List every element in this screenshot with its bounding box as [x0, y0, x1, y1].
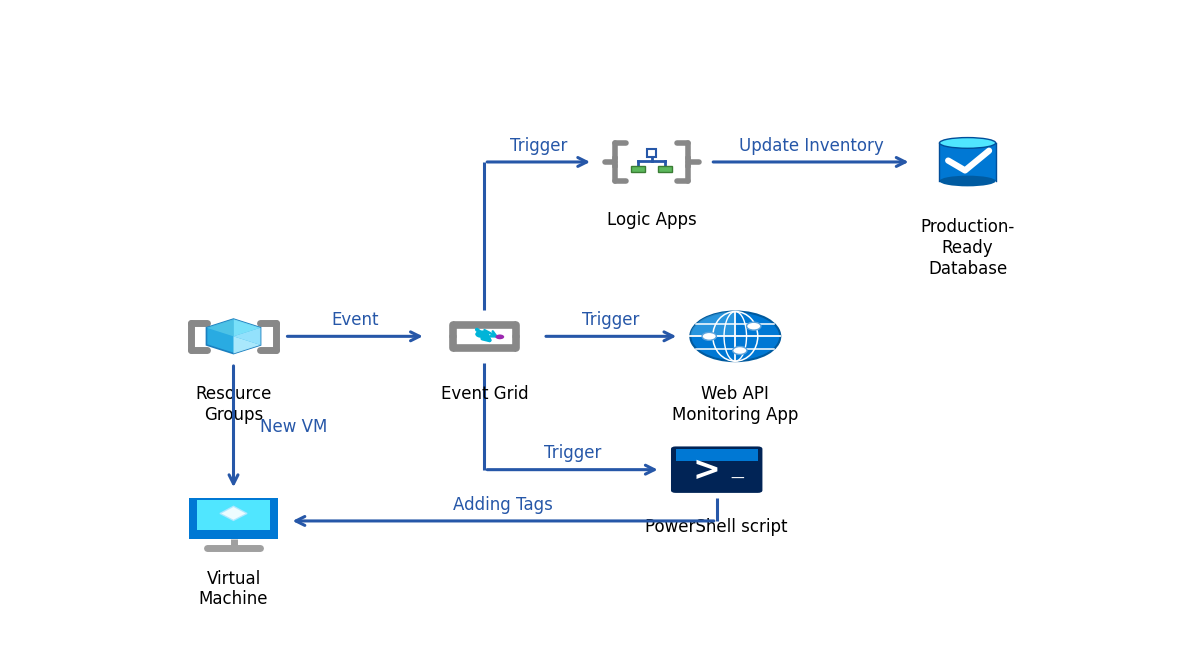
Polygon shape: [234, 336, 260, 354]
Text: Trigger: Trigger: [544, 444, 601, 462]
FancyBboxPatch shape: [188, 498, 278, 539]
Circle shape: [733, 346, 747, 354]
FancyBboxPatch shape: [658, 166, 671, 172]
Text: PowerShell script: PowerShell script: [645, 518, 788, 536]
FancyBboxPatch shape: [646, 149, 657, 157]
Text: New VM: New VM: [260, 418, 327, 436]
Text: >: >: [692, 454, 721, 488]
Text: Trigger: Trigger: [583, 311, 640, 329]
Text: Event: Event: [331, 311, 379, 329]
Text: Resource
Groups: Resource Groups: [195, 385, 272, 424]
Polygon shape: [206, 319, 260, 354]
Circle shape: [475, 330, 489, 338]
Polygon shape: [234, 319, 260, 336]
Text: Virtual
Machine: Virtual Machine: [199, 569, 269, 609]
Ellipse shape: [940, 138, 995, 149]
Circle shape: [495, 334, 505, 339]
Polygon shape: [206, 319, 234, 336]
Text: Logic Apps: Logic Apps: [607, 210, 697, 228]
Text: Update Inventory: Update Inventory: [739, 137, 884, 155]
Text: Web API
Monitoring App: Web API Monitoring App: [673, 385, 799, 424]
Text: Adding Tags: Adding Tags: [453, 496, 553, 513]
FancyBboxPatch shape: [632, 166, 645, 172]
Polygon shape: [675, 449, 758, 461]
FancyBboxPatch shape: [671, 446, 763, 493]
Circle shape: [691, 312, 781, 361]
Circle shape: [703, 332, 716, 340]
Text: Trigger: Trigger: [510, 137, 567, 155]
Ellipse shape: [940, 176, 995, 186]
Polygon shape: [940, 143, 995, 181]
Polygon shape: [234, 328, 260, 345]
FancyBboxPatch shape: [197, 500, 270, 530]
Circle shape: [747, 322, 761, 330]
Text: Event Grid: Event Grid: [440, 385, 529, 403]
Polygon shape: [219, 506, 247, 520]
Wedge shape: [691, 312, 735, 336]
Text: Production-
Ready
Database: Production- Ready Database: [921, 218, 1014, 278]
Text: —: —: [730, 472, 743, 486]
